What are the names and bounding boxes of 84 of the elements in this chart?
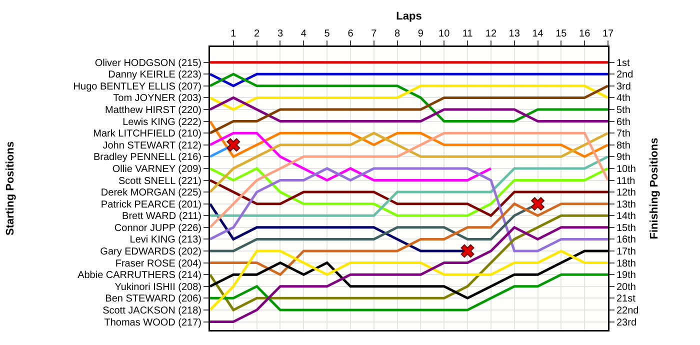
line-series <box>210 155 608 217</box>
line-series <box>210 214 608 312</box>
y2-tick-label: 13th <box>616 199 636 210</box>
y2-tick-label: 21st <box>616 294 636 305</box>
line-series <box>210 132 608 229</box>
y2-tick-label: 16th <box>616 234 636 246</box>
line-series <box>210 84 608 134</box>
series-label: Derek MORGAN (225) <box>100 188 202 199</box>
series-label: Ben STEWARD (206) <box>105 294 202 305</box>
series-label: Ollie VARNEY (209) <box>112 164 202 175</box>
y2-tick-label: 22nd <box>616 305 639 316</box>
line-series <box>210 132 492 182</box>
series-label: Levi KING (213) <box>130 234 202 246</box>
x-tick-label: 15 <box>556 28 568 40</box>
y2-tick-label: 17th <box>616 246 636 258</box>
x-tick-label: 16 <box>579 28 591 40</box>
series-label: Brett WARD (211) <box>122 211 202 222</box>
series-label: Scott SNELL (221) <box>118 176 202 187</box>
series-label: Scott JACKSON (218) <box>102 305 202 316</box>
x-tick-label: 1 <box>230 28 237 40</box>
line-series <box>210 72 608 123</box>
y2-tick-label: 8th <box>616 140 630 152</box>
x-tick-label: 2 <box>254 28 260 40</box>
x-tick-label: 4 <box>300 28 307 40</box>
series-label: John STEWART (212) <box>102 140 202 152</box>
x-tick-label: 5 <box>324 28 330 40</box>
series-label: Danny KEIRLE (223) <box>108 70 202 81</box>
line-series <box>210 202 608 276</box>
x-tick-label: 11 <box>462 28 474 40</box>
y2-tick-label: 12th <box>616 188 636 199</box>
x-tick-label: 3 <box>277 28 284 40</box>
series-label: Gary EDWARDS (202) <box>100 246 202 258</box>
series-label: Tom JOYNER (203) <box>113 93 202 104</box>
text: Starting Positions <box>4 141 16 236</box>
point <box>226 138 240 152</box>
x-tick-label: 12 <box>485 28 497 40</box>
line-series <box>210 179 608 217</box>
series-label: Oliver HODGSON (215) <box>94 58 202 69</box>
y2-tick-label: 9th <box>616 152 630 164</box>
x-tick-label: 7 <box>371 28 378 40</box>
y2-tick-label: 7th <box>616 128 630 140</box>
x-axis-title: Laps <box>396 10 422 22</box>
line-series <box>210 167 608 217</box>
x-tick-label: 6 <box>348 28 354 40</box>
x-tick-label: 17 <box>602 28 614 40</box>
series-label: Lewis KING (222) <box>122 116 202 128</box>
y2-tick-label: 18th <box>616 258 636 270</box>
series-label: Thomas WOOD (217) <box>104 317 202 328</box>
point <box>460 244 474 258</box>
series-label: Connor JUPP (226) <box>114 222 202 234</box>
y2-tick-label: 20th <box>616 282 636 293</box>
series-label: Yukinori ISHII (208) <box>114 282 202 293</box>
line-series <box>210 167 608 252</box>
y2-tick-label: 2nd <box>616 70 634 81</box>
y2-tick-label: 14th <box>616 211 636 222</box>
series-label: Abbie CARRUTHERS (214) <box>78 270 202 282</box>
y2-tick-label: 23rd <box>616 317 637 328</box>
y2-tick-label: 5th <box>616 105 630 116</box>
line-series <box>210 132 608 194</box>
line-series <box>210 250 608 312</box>
x-tick-label: 8 <box>394 28 401 40</box>
y2-tick-label: 4th <box>616 93 630 104</box>
line-series <box>210 226 608 323</box>
y2-tick-label: 6th <box>616 116 630 128</box>
line-series <box>210 273 608 312</box>
y2-tick-label: 11th <box>616 176 636 187</box>
line-series <box>210 120 608 158</box>
point <box>531 197 544 211</box>
series-label: Mark LITCHFIELD (210) <box>93 128 202 140</box>
x-tick-label: 9 <box>418 28 424 40</box>
y2-axis-title: Finishing Positions <box>648 138 661 240</box>
x-tick-label: 14 <box>532 28 544 40</box>
y2-tick-label: 19th <box>616 270 636 282</box>
x-tick-label: 10 <box>438 28 450 40</box>
series-label: Matthew HIRST (220) <box>104 105 202 116</box>
y2-tick-label: 15th <box>616 222 636 234</box>
series-label: Fraser ROSE (204) <box>115 258 202 270</box>
series-label: Bradley PENNELL (216) <box>93 152 202 164</box>
x-tick-label: 13 <box>508 28 520 40</box>
y2-tick-label: 10th <box>616 164 636 175</box>
series-label: Patrick PEARCE (201) <box>100 199 202 210</box>
series-label: Hugo BENTLEY ELLIS (207) <box>73 81 202 92</box>
y2-tick-label: 1st <box>616 58 630 69</box>
y2-tick-label: 3rd <box>616 81 631 92</box>
